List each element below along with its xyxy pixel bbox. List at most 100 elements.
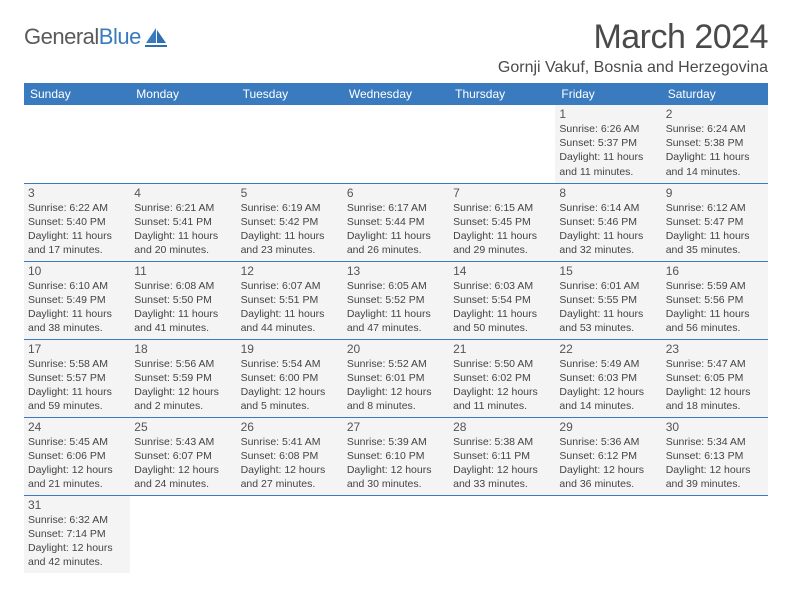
sunset-line: Sunset: 6:05 PM — [666, 371, 764, 385]
daylight-line: Daylight: 12 hours and 2 minutes. — [134, 385, 232, 413]
day-cell: 18Sunrise: 5:56 AMSunset: 5:59 PMDayligh… — [130, 339, 236, 417]
daylight-line: Daylight: 12 hours and 5 minutes. — [241, 385, 339, 413]
day-cell: 15Sunrise: 6:01 AMSunset: 5:55 PMDayligh… — [555, 261, 661, 339]
day-number: 30 — [666, 420, 764, 434]
day-number: 12 — [241, 264, 339, 278]
sunset-line: Sunset: 5:57 PM — [28, 371, 126, 385]
sunset-line: Sunset: 5:46 PM — [559, 215, 657, 229]
sunset-line: Sunset: 6:07 PM — [134, 449, 232, 463]
location-subtitle: Gornji Vakuf, Bosnia and Herzegovina — [498, 59, 768, 77]
weekday-header: Tuesday — [237, 83, 343, 105]
day-number: 6 — [347, 186, 445, 200]
day-number: 16 — [666, 264, 764, 278]
sunset-line: Sunset: 6:01 PM — [347, 371, 445, 385]
day-number: 31 — [28, 498, 126, 512]
day-number: 25 — [134, 420, 232, 434]
daylight-line: Daylight: 12 hours and 11 minutes. — [453, 385, 551, 413]
day-number: 11 — [134, 264, 232, 278]
day-number: 15 — [559, 264, 657, 278]
day-number: 23 — [666, 342, 764, 356]
empty-cell — [237, 105, 343, 183]
sunset-line: Sunset: 6:11 PM — [453, 449, 551, 463]
daylight-line: Daylight: 12 hours and 24 minutes. — [134, 463, 232, 491]
sunrise-line: Sunrise: 5:41 AM — [241, 435, 339, 449]
sunset-line: Sunset: 5:42 PM — [241, 215, 339, 229]
weekday-header: Saturday — [662, 83, 768, 105]
day-cell: 31Sunrise: 6:32 AMSunset: 7:14 PMDayligh… — [24, 495, 130, 573]
sunset-line: Sunset: 5:49 PM — [28, 293, 126, 307]
page-header: GeneralBlue March 2024 Gornji Vakuf, Bos… — [24, 18, 768, 77]
day-number: 17 — [28, 342, 126, 356]
sunrise-line: Sunrise: 6:07 AM — [241, 279, 339, 293]
sunrise-line: Sunrise: 5:58 AM — [28, 357, 126, 371]
page-title: March 2024 — [498, 18, 768, 57]
day-cell: 7Sunrise: 6:15 AMSunset: 5:45 PMDaylight… — [449, 183, 555, 261]
sunrise-line: Sunrise: 5:50 AM — [453, 357, 551, 371]
day-number: 1 — [559, 107, 657, 121]
sunset-line: Sunset: 6:02 PM — [453, 371, 551, 385]
empty-cell — [555, 495, 661, 573]
sunrise-line: Sunrise: 6:10 AM — [28, 279, 126, 293]
sunrise-line: Sunrise: 6:03 AM — [453, 279, 551, 293]
daylight-line: Daylight: 12 hours and 21 minutes. — [28, 463, 126, 491]
daylight-line: Daylight: 11 hours and 50 minutes. — [453, 307, 551, 335]
day-number: 21 — [453, 342, 551, 356]
sunset-line: Sunset: 5:55 PM — [559, 293, 657, 307]
sunrise-line: Sunrise: 5:34 AM — [666, 435, 764, 449]
daylight-line: Daylight: 11 hours and 17 minutes. — [28, 229, 126, 257]
sunset-line: Sunset: 6:08 PM — [241, 449, 339, 463]
sunset-line: Sunset: 5:59 PM — [134, 371, 232, 385]
day-number: 10 — [28, 264, 126, 278]
sunset-line: Sunset: 5:47 PM — [666, 215, 764, 229]
day-number: 20 — [347, 342, 445, 356]
sunset-line: Sunset: 5:44 PM — [347, 215, 445, 229]
daylight-line: Daylight: 12 hours and 30 minutes. — [347, 463, 445, 491]
sunset-line: Sunset: 7:14 PM — [28, 527, 126, 541]
sunrise-line: Sunrise: 5:36 AM — [559, 435, 657, 449]
weekday-header: Thursday — [449, 83, 555, 105]
sail-icon — [143, 26, 169, 48]
daylight-line: Daylight: 11 hours and 29 minutes. — [453, 229, 551, 257]
empty-cell — [449, 495, 555, 573]
sunrise-line: Sunrise: 6:22 AM — [28, 201, 126, 215]
sunrise-line: Sunrise: 5:47 AM — [666, 357, 764, 371]
day-number: 29 — [559, 420, 657, 434]
empty-cell — [130, 105, 236, 183]
day-cell: 28Sunrise: 5:38 AMSunset: 6:11 PMDayligh… — [449, 417, 555, 495]
sunset-line: Sunset: 5:50 PM — [134, 293, 232, 307]
sunrise-line: Sunrise: 6:12 AM — [666, 201, 764, 215]
day-cell: 14Sunrise: 6:03 AMSunset: 5:54 PMDayligh… — [449, 261, 555, 339]
empty-cell — [662, 495, 768, 573]
day-cell: 11Sunrise: 6:08 AMSunset: 5:50 PMDayligh… — [130, 261, 236, 339]
sunrise-line: Sunrise: 5:45 AM — [28, 435, 126, 449]
brand-logo: GeneralBlue — [24, 24, 169, 50]
daylight-line: Daylight: 11 hours and 11 minutes. — [559, 150, 657, 178]
daylight-line: Daylight: 11 hours and 41 minutes. — [134, 307, 232, 335]
sunset-line: Sunset: 6:13 PM — [666, 449, 764, 463]
sunset-line: Sunset: 5:45 PM — [453, 215, 551, 229]
weekday-header: Friday — [555, 83, 661, 105]
brand-name-b: Blue — [99, 24, 141, 49]
day-cell: 2Sunrise: 6:24 AMSunset: 5:38 PMDaylight… — [662, 105, 768, 183]
daylight-line: Daylight: 12 hours and 8 minutes. — [347, 385, 445, 413]
day-number: 14 — [453, 264, 551, 278]
calendar-body: 1Sunrise: 6:26 AMSunset: 5:37 PMDaylight… — [24, 105, 768, 573]
daylight-line: Daylight: 12 hours and 36 minutes. — [559, 463, 657, 491]
day-number: 4 — [134, 186, 232, 200]
sunset-line: Sunset: 5:38 PM — [666, 136, 764, 150]
day-cell: 20Sunrise: 5:52 AMSunset: 6:01 PMDayligh… — [343, 339, 449, 417]
empty-cell — [24, 105, 130, 183]
daylight-line: Daylight: 11 hours and 14 minutes. — [666, 150, 764, 178]
day-cell: 30Sunrise: 5:34 AMSunset: 6:13 PMDayligh… — [662, 417, 768, 495]
weekday-header: Wednesday — [343, 83, 449, 105]
day-cell: 13Sunrise: 6:05 AMSunset: 5:52 PMDayligh… — [343, 261, 449, 339]
day-cell: 17Sunrise: 5:58 AMSunset: 5:57 PMDayligh… — [24, 339, 130, 417]
day-number: 9 — [666, 186, 764, 200]
sunset-line: Sunset: 5:52 PM — [347, 293, 445, 307]
brand-name-a: General — [24, 24, 99, 49]
day-number: 7 — [453, 186, 551, 200]
day-cell: 29Sunrise: 5:36 AMSunset: 6:12 PMDayligh… — [555, 417, 661, 495]
day-cell: 22Sunrise: 5:49 AMSunset: 6:03 PMDayligh… — [555, 339, 661, 417]
day-number: 5 — [241, 186, 339, 200]
empty-cell — [343, 105, 449, 183]
